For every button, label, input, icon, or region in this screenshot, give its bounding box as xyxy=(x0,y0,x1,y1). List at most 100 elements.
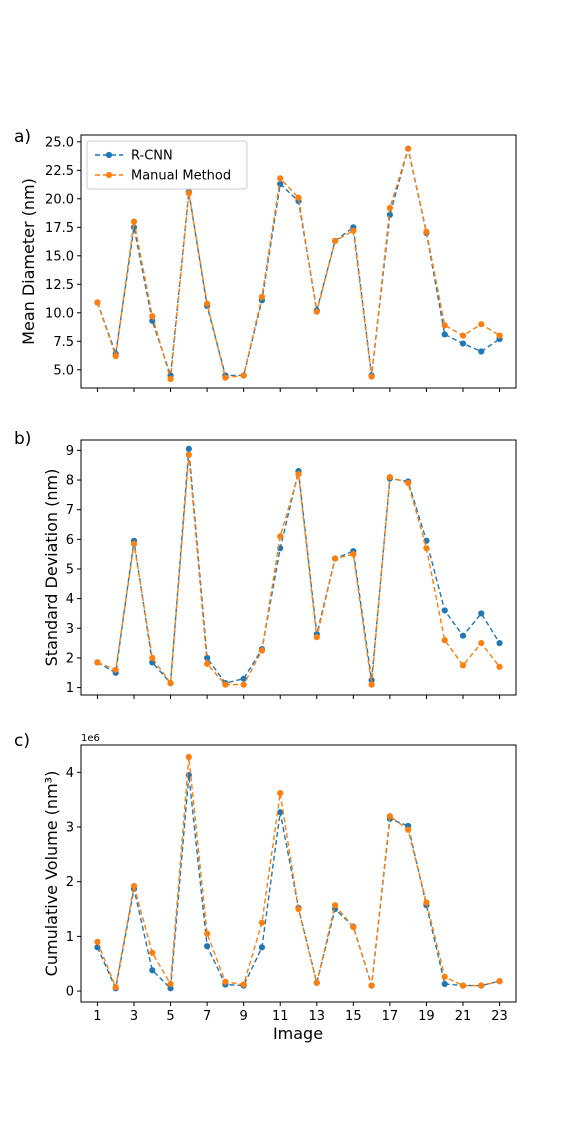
x-tick-label: 15 xyxy=(345,1009,362,1024)
data-point-rcnn xyxy=(185,445,192,452)
panel-label: a) xyxy=(14,127,31,147)
data-point-rcnn xyxy=(167,985,174,992)
x-tick-label: 1 xyxy=(93,1009,101,1024)
y-tick-label: 3 xyxy=(66,821,74,836)
data-point-manual xyxy=(313,979,320,986)
y-tick-label: 1 xyxy=(66,681,74,696)
axes-frame xyxy=(80,439,517,696)
data-point-manual xyxy=(94,659,101,666)
data-point-manual xyxy=(459,982,467,989)
y-tick-label: 2 xyxy=(66,651,74,666)
x-tick-label: 7 xyxy=(203,1009,211,1024)
y-tick-label: 6 xyxy=(66,533,74,548)
data-point-rcnn xyxy=(459,632,467,639)
data-point-manual xyxy=(368,373,375,380)
data-point-manual xyxy=(496,332,503,339)
data-point-manual xyxy=(185,190,192,197)
data-point-manual xyxy=(350,551,357,558)
series-line-manual xyxy=(97,454,501,686)
x-axis-title: Image xyxy=(273,1024,323,1043)
data-point-manual xyxy=(331,555,339,562)
data-point-manual xyxy=(167,375,174,382)
data-point-manual xyxy=(258,919,266,926)
series-line-rcnn xyxy=(96,774,500,991)
y-tick-label: 5.0 xyxy=(53,363,74,378)
y-axis-title: Standard Deviation (nm) xyxy=(42,469,61,667)
y-tick-label: 4 xyxy=(66,766,74,781)
y-tick-label: 3 xyxy=(66,622,74,637)
legend-swatch-marker-manual xyxy=(105,171,113,179)
data-point-manual xyxy=(423,545,430,552)
legend-box xyxy=(86,140,248,190)
shared-x-axis: Image xyxy=(273,1024,323,1043)
data-point-rcnn xyxy=(240,675,247,682)
data-point-manual xyxy=(222,681,229,688)
y-axis-title: Mean Diameter (nm) xyxy=(19,178,38,345)
data-point-manual xyxy=(204,300,211,307)
y-tick-label: 5 xyxy=(66,562,74,577)
data-point-manual xyxy=(130,540,138,547)
y-tick-label: 20.0 xyxy=(45,192,74,207)
data-point-rcnn xyxy=(441,980,448,988)
data-point-manual xyxy=(295,905,302,913)
data-point-rcnn xyxy=(204,943,211,950)
panel-a: a) 5.0 7.5 10.0 12.5 15.0 17.5 20.0 22.5 25.0 Mean… xyxy=(14,127,517,392)
data-point-manual xyxy=(423,228,430,235)
data-point-rcnn xyxy=(478,610,485,617)
data-point-rcnn xyxy=(441,331,448,338)
data-point-rcnn xyxy=(459,340,467,347)
data-point-manual xyxy=(331,237,339,245)
data-point-manual xyxy=(368,681,375,688)
x-tick-label: 23 xyxy=(491,1009,508,1024)
data-point-manual xyxy=(240,372,247,379)
data-point-manual xyxy=(295,470,302,478)
data-point-rcnn xyxy=(204,654,211,662)
data-point-rcnn xyxy=(258,944,266,951)
data-point-manual xyxy=(94,938,101,945)
y-tick-label: 4 xyxy=(66,592,74,607)
data-point-manual xyxy=(258,647,266,654)
data-point-manual xyxy=(240,681,247,688)
x-tick-label: 5 xyxy=(166,1009,174,1024)
data-point-manual xyxy=(496,978,503,985)
data-point-manual xyxy=(277,533,284,540)
data-point-manual xyxy=(459,332,467,339)
y-tick-label: 12.5 xyxy=(45,278,74,293)
data-point-manual xyxy=(386,204,393,212)
data-point-rcnn xyxy=(277,809,284,816)
data-point-rcnn xyxy=(149,967,156,974)
data-point-manual xyxy=(149,313,156,320)
data-point-manual xyxy=(350,227,357,234)
data-point-manual xyxy=(331,902,339,909)
data-point-manual xyxy=(112,984,119,991)
data-point-manual xyxy=(167,980,174,988)
y-tick-label: 7 xyxy=(66,503,74,518)
x-tick-label: 3 xyxy=(130,1009,138,1024)
x-tick-label: 17 xyxy=(382,1009,399,1024)
data-point-manual xyxy=(405,479,412,487)
data-point-manual xyxy=(368,982,375,989)
data-point-manual xyxy=(222,374,229,381)
data-point-manual xyxy=(386,473,393,481)
y-tick-label: 22.5 xyxy=(45,164,74,179)
data-point-manual xyxy=(277,790,284,797)
x-tick-label: 19 xyxy=(418,1009,435,1024)
data-point-manual xyxy=(240,981,247,988)
series-line-rcnn xyxy=(97,448,501,685)
data-point-manual xyxy=(478,640,485,647)
data-point-manual xyxy=(313,634,320,641)
data-point-manual xyxy=(441,973,448,980)
y-tick-label: 9 xyxy=(66,444,74,459)
y-tick-label: 17.5 xyxy=(45,221,74,236)
y-tick-label: 15.0 xyxy=(45,249,74,264)
y-axis-title: Cumulative Volume (nm³) xyxy=(42,771,61,977)
data-point-manual xyxy=(222,978,229,985)
series-line-manual xyxy=(96,145,500,380)
data-point-manual xyxy=(313,308,320,315)
y-axis-offset-label: 1e6 xyxy=(81,733,100,744)
data-point-manual xyxy=(496,663,503,670)
data-point-manual xyxy=(94,299,101,306)
data-point-manual xyxy=(405,826,412,833)
